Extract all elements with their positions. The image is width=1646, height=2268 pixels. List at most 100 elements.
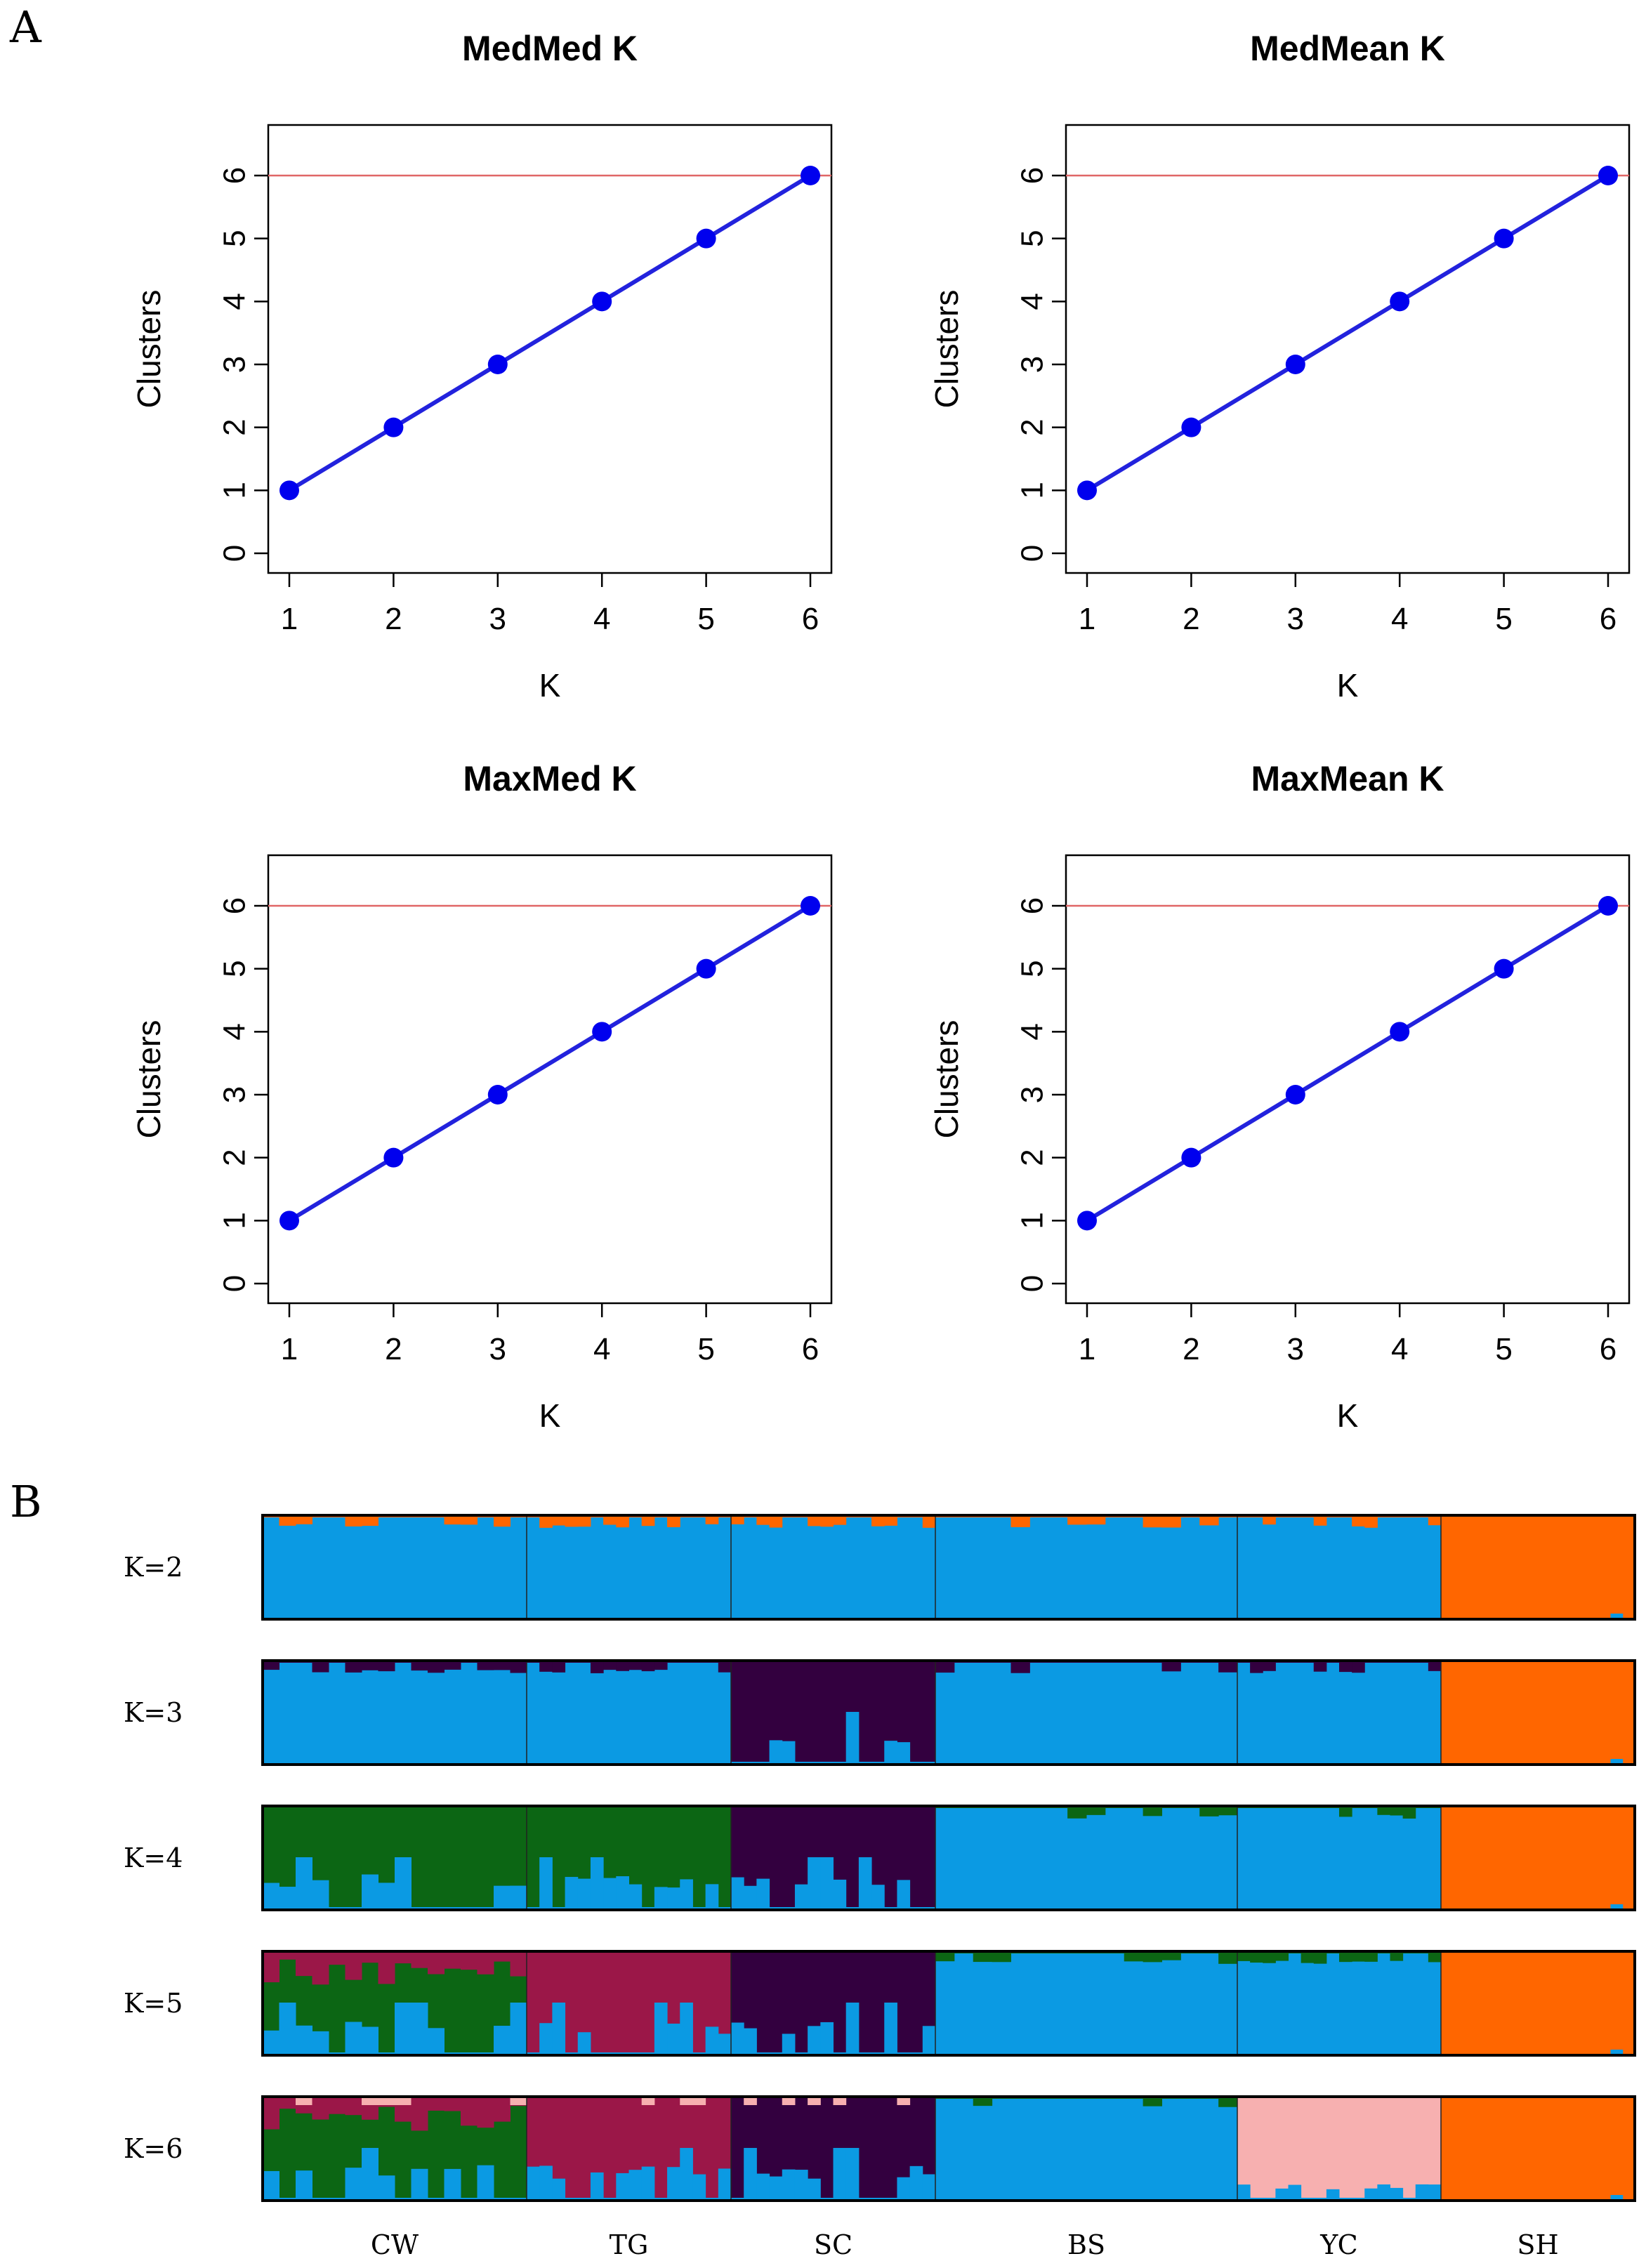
y-axis-label: Clusters xyxy=(928,290,965,409)
individual-bar xyxy=(1199,1515,1219,1526)
individual-bar xyxy=(897,2177,911,2201)
data-point xyxy=(1598,896,1618,916)
individual-bar xyxy=(461,2097,478,2126)
individual-bar xyxy=(444,1951,461,1969)
individual-bar xyxy=(1161,1515,1181,1528)
x-tick-label: 2 xyxy=(385,602,402,636)
population-block xyxy=(527,1515,731,1619)
individual-bar xyxy=(833,2148,847,2201)
individual-bar xyxy=(654,1661,668,1670)
population-block xyxy=(935,2097,1237,2201)
individual-bar xyxy=(1263,1515,1276,1525)
individual-bar xyxy=(756,2173,770,2201)
population-block xyxy=(1237,1806,1441,1910)
individual-bar xyxy=(616,1515,629,1528)
individual-bar xyxy=(395,2003,412,2055)
individual-bar xyxy=(718,1661,732,1673)
individual-bar xyxy=(510,1885,527,1910)
individual-bar xyxy=(378,1883,395,1910)
individual-bar xyxy=(312,2097,329,2120)
individual-bar xyxy=(362,1515,378,1527)
individual-bar xyxy=(494,1661,511,1670)
individual-bar xyxy=(263,1661,279,1670)
y-tick-label: 6 xyxy=(218,167,252,184)
individual-bar xyxy=(1301,1951,1315,1963)
individual-bar xyxy=(1339,1806,1352,1817)
individual-bar xyxy=(1263,1661,1276,1671)
population-block xyxy=(1441,1661,1635,1765)
data-point xyxy=(801,896,820,916)
k-row-label: K=2 xyxy=(124,1552,183,1583)
individual-bar xyxy=(667,1887,680,1910)
individual-bar xyxy=(845,2148,860,2201)
row-frame xyxy=(261,2095,1636,2202)
y-tick-label: 6 xyxy=(218,897,252,914)
individual-bar xyxy=(1218,1661,1238,1673)
plot-frame xyxy=(1065,124,1631,574)
data-point xyxy=(592,1022,612,1042)
individual-bar xyxy=(494,1885,511,1910)
individual-bar xyxy=(769,1515,783,1528)
individual-bar xyxy=(705,1884,719,1910)
series-line xyxy=(288,173,812,492)
individual-bar xyxy=(731,2022,744,2055)
population-block xyxy=(1237,2097,1441,2201)
individual-bar xyxy=(641,2166,655,2201)
individual-bar xyxy=(444,2097,461,2111)
y-tick-label: 2 xyxy=(218,1149,252,1166)
individual-bar xyxy=(552,1515,566,1526)
individual-bar xyxy=(616,1876,629,1910)
individual-bar xyxy=(263,2030,279,2055)
individual-bar xyxy=(411,1661,428,1671)
x-tick-label: 1 xyxy=(281,602,298,636)
data-point xyxy=(1285,355,1305,374)
individual-bar xyxy=(769,2176,783,2201)
plot-title: MaxMean K xyxy=(1251,759,1444,798)
individual-bar xyxy=(411,2168,428,2201)
y-tick-label: 3 xyxy=(1015,356,1050,373)
y-axis-label: Clusters xyxy=(131,1020,167,1139)
x-tick-label: 2 xyxy=(385,1332,402,1366)
individual-bar xyxy=(808,1515,821,1527)
individual-bar xyxy=(1143,1515,1162,1528)
x-tick-label: 5 xyxy=(1495,602,1512,636)
population-block xyxy=(935,1806,1237,1910)
y-tick-label: 5 xyxy=(218,960,252,977)
admixture-row: K=4 xyxy=(124,1805,1636,1911)
row-frame xyxy=(261,1659,1636,1766)
admixture-row: K=3 xyxy=(124,1659,1636,1766)
individual-bar xyxy=(1237,2184,1251,2201)
k-row-label: K=3 xyxy=(124,1697,183,1728)
individual-bar xyxy=(461,1515,478,1525)
individual-bar xyxy=(296,2097,312,2105)
individual-bar xyxy=(973,1951,993,1963)
individual-bar xyxy=(1390,1951,1404,1961)
individual-bar xyxy=(362,2026,378,2055)
individual-bar xyxy=(680,2003,693,2055)
k-row-label: K=6 xyxy=(124,2133,183,2164)
individual-bar xyxy=(1218,1951,1238,1964)
individual-bar xyxy=(794,1884,808,1910)
individual-bar xyxy=(1428,1951,1442,1963)
individual-bar xyxy=(616,1661,629,1671)
row-frame xyxy=(261,1950,1636,2057)
individual-bar xyxy=(1364,1515,1378,1528)
individual-bar xyxy=(769,1740,783,1765)
individual-bar xyxy=(705,2026,719,2055)
individual-bar xyxy=(628,1884,643,1910)
individual-bar xyxy=(263,2097,279,2130)
individual-bar xyxy=(577,2032,591,2055)
individual-bar xyxy=(345,1951,362,1980)
individual-bar xyxy=(552,2178,566,2201)
individual-bar xyxy=(1124,1951,1144,1962)
individual-bar xyxy=(1288,2184,1302,2201)
individual-bar xyxy=(1390,2187,1404,2201)
individual-bar xyxy=(1313,1515,1327,1526)
y-tick-label: 0 xyxy=(1015,1275,1050,1292)
individual-bar xyxy=(794,2170,808,2201)
individual-bar xyxy=(1086,1515,1106,1525)
x-tick-label: 6 xyxy=(802,602,819,636)
population-block xyxy=(1237,1951,1441,2055)
plot-frame xyxy=(1065,854,1631,1305)
individual-bar xyxy=(654,1887,668,1910)
